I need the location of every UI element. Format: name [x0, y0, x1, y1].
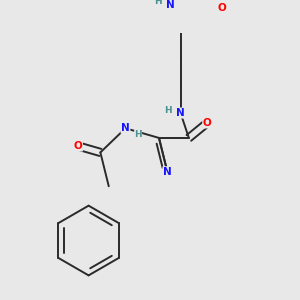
Text: H: H — [134, 130, 142, 139]
Text: O: O — [74, 141, 82, 151]
Text: H: H — [154, 0, 162, 6]
Text: O: O — [218, 4, 226, 14]
Text: H: H — [164, 106, 172, 115]
Text: N: N — [176, 108, 185, 118]
Text: N: N — [166, 0, 175, 10]
Text: N: N — [121, 123, 130, 133]
Text: N: N — [163, 167, 172, 177]
Text: O: O — [203, 118, 212, 128]
